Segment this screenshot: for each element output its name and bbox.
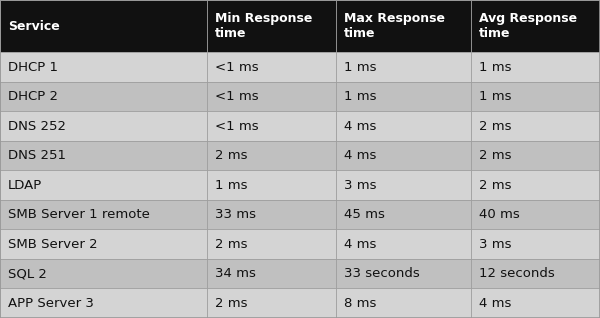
Text: 1 ms: 1 ms <box>479 90 511 103</box>
Text: 4 ms: 4 ms <box>479 297 511 310</box>
Text: 34 ms: 34 ms <box>215 267 256 280</box>
Text: <1 ms: <1 ms <box>215 61 259 74</box>
Bar <box>0 112 207 141</box>
Bar <box>207 230 336 259</box>
Bar <box>0 170 207 200</box>
Bar <box>0 230 207 259</box>
Text: DNS 251: DNS 251 <box>8 149 66 162</box>
Bar <box>0 259 207 288</box>
Bar <box>0 141 207 170</box>
Bar <box>207 0 336 52</box>
Bar <box>471 82 600 112</box>
Text: 40 ms: 40 ms <box>479 208 520 221</box>
Bar <box>336 230 471 259</box>
Bar <box>336 170 471 200</box>
Bar <box>207 82 336 112</box>
Bar <box>471 141 600 170</box>
Bar <box>207 52 336 82</box>
Bar <box>336 112 471 141</box>
Bar <box>0 288 207 318</box>
Text: LDAP: LDAP <box>8 179 42 192</box>
Bar <box>0 52 207 82</box>
Text: 4 ms: 4 ms <box>344 120 376 133</box>
Text: 3 ms: 3 ms <box>344 179 376 192</box>
Text: DHCP 2: DHCP 2 <box>8 90 58 103</box>
Bar <box>336 52 471 82</box>
Bar <box>471 0 600 52</box>
Text: 2 ms: 2 ms <box>215 238 247 251</box>
Bar <box>207 200 336 230</box>
Text: 3 ms: 3 ms <box>479 238 511 251</box>
Text: 4 ms: 4 ms <box>344 149 376 162</box>
Text: 12 seconds: 12 seconds <box>479 267 554 280</box>
Bar <box>207 170 336 200</box>
Bar <box>471 200 600 230</box>
Text: 45 ms: 45 ms <box>344 208 385 221</box>
Text: <1 ms: <1 ms <box>215 120 259 133</box>
Bar <box>471 259 600 288</box>
Bar <box>471 112 600 141</box>
Text: 33 seconds: 33 seconds <box>344 267 419 280</box>
Bar <box>336 0 471 52</box>
Text: APP Server 3: APP Server 3 <box>8 297 94 310</box>
Bar <box>207 112 336 141</box>
Text: 1 ms: 1 ms <box>344 90 376 103</box>
Text: 1 ms: 1 ms <box>344 61 376 74</box>
Text: 33 ms: 33 ms <box>215 208 256 221</box>
Text: 4 ms: 4 ms <box>344 238 376 251</box>
Text: 1 ms: 1 ms <box>479 61 511 74</box>
Text: Service: Service <box>8 20 59 33</box>
Bar <box>0 82 207 112</box>
Bar <box>207 259 336 288</box>
Bar <box>207 288 336 318</box>
Text: DHCP 1: DHCP 1 <box>8 61 58 74</box>
Text: Avg Response
time: Avg Response time <box>479 12 577 40</box>
Bar <box>336 82 471 112</box>
Text: DNS 252: DNS 252 <box>8 120 66 133</box>
Text: 8 ms: 8 ms <box>344 297 376 310</box>
Bar <box>336 141 471 170</box>
Bar <box>336 259 471 288</box>
Text: 2 ms: 2 ms <box>215 297 247 310</box>
Bar <box>336 200 471 230</box>
Bar <box>471 170 600 200</box>
Text: 1 ms: 1 ms <box>215 179 247 192</box>
Bar <box>336 288 471 318</box>
Text: 2 ms: 2 ms <box>215 149 247 162</box>
Text: 2 ms: 2 ms <box>479 149 511 162</box>
Bar <box>0 0 207 52</box>
Text: 2 ms: 2 ms <box>479 120 511 133</box>
Text: SMB Server 2: SMB Server 2 <box>8 238 97 251</box>
Text: SQL 2: SQL 2 <box>8 267 47 280</box>
Bar <box>207 141 336 170</box>
Bar <box>0 200 207 230</box>
Text: <1 ms: <1 ms <box>215 90 259 103</box>
Bar <box>471 230 600 259</box>
Bar <box>471 52 600 82</box>
Text: SMB Server 1 remote: SMB Server 1 remote <box>8 208 149 221</box>
Text: Min Response
time: Min Response time <box>215 12 312 40</box>
Bar <box>471 288 600 318</box>
Text: Max Response
time: Max Response time <box>344 12 445 40</box>
Text: 2 ms: 2 ms <box>479 179 511 192</box>
